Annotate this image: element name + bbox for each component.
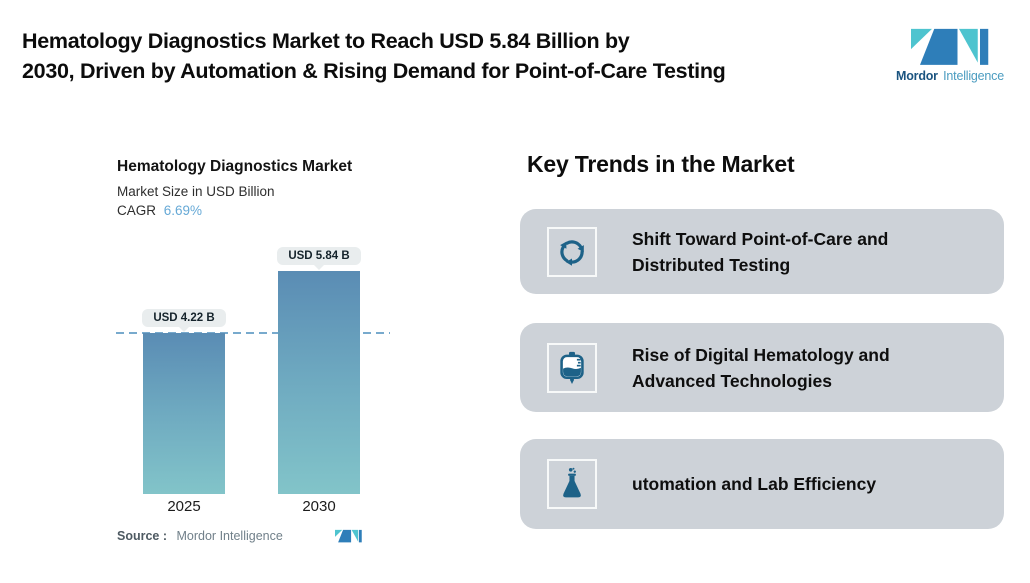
trend-card-digital-hematology: Rise of Digital Hematology and Advanced …	[520, 323, 1004, 412]
chart-subtitle: Market Size in USD Billion	[117, 184, 275, 199]
page-title-line-2: 2030, Driven by Automation & Rising Dema…	[22, 59, 726, 83]
cagr-value: 6.69%	[163, 203, 203, 218]
value-label-badge-2025: USD 4.22 B	[142, 309, 226, 332]
x-axis-label-2025: 2025	[167, 498, 201, 515]
trend-icon-box	[547, 459, 597, 509]
brand-logo: Mordor Intelligence	[896, 28, 1004, 83]
source-value: Mordor Intelligence	[176, 529, 283, 543]
chart-title: Hematology Diagnostics Market	[117, 158, 353, 175]
brand-word-bold: Mordor	[896, 69, 938, 83]
trends-heading: Key Trends in the Market	[527, 151, 795, 177]
mordor-logo-icon	[911, 28, 989, 65]
trend-card-point-of-care: Shift Toward Point-of-Care and Distribut…	[520, 209, 1004, 294]
value-label-badge-2030: USD 5.84 B	[277, 247, 361, 270]
trend-card-text: Rise of Digital Hematology and Advanced …	[632, 344, 890, 391]
source-row: Source : Mordor Intelligence	[117, 529, 283, 543]
brand-wordmark: Mordor Intelligence	[896, 69, 1004, 83]
blood-bag-icon	[560, 351, 584, 384]
trend-card-text: utomation and Lab Efficiency	[632, 474, 877, 494]
bar-2030	[278, 271, 360, 494]
bar-2025	[143, 333, 225, 494]
x-axis-label-2030: 2030	[302, 498, 336, 515]
trend-icon-box	[547, 342, 597, 393]
bar-chart-plot: USD 4.22 B USD 5.84 B 2025 2030	[100, 240, 430, 515]
lab-flask-icon	[563, 467, 581, 498]
trend-card-automation: utomation and Lab Efficiency	[520, 439, 1004, 529]
dashed-threshold-line	[116, 332, 390, 334]
source-label: Source :	[117, 529, 168, 543]
trend-card-text: Shift Toward Point-of-Care and Distribut…	[632, 228, 889, 275]
chart-cagr: CAGR 6.69%	[117, 203, 202, 218]
page-title-line-1: Hematology Diagnostics Market to Reach U…	[22, 29, 630, 53]
mini-mordor-logo-icon	[335, 529, 362, 543]
brand-word-light: Intelligence	[943, 69, 1004, 83]
cycle-arrows-icon	[560, 239, 584, 266]
trend-icon-box	[547, 226, 597, 277]
page-title: Hematology Diagnostics Market to Reach U…	[22, 26, 882, 86]
cagr-label: CAGR	[117, 203, 157, 218]
